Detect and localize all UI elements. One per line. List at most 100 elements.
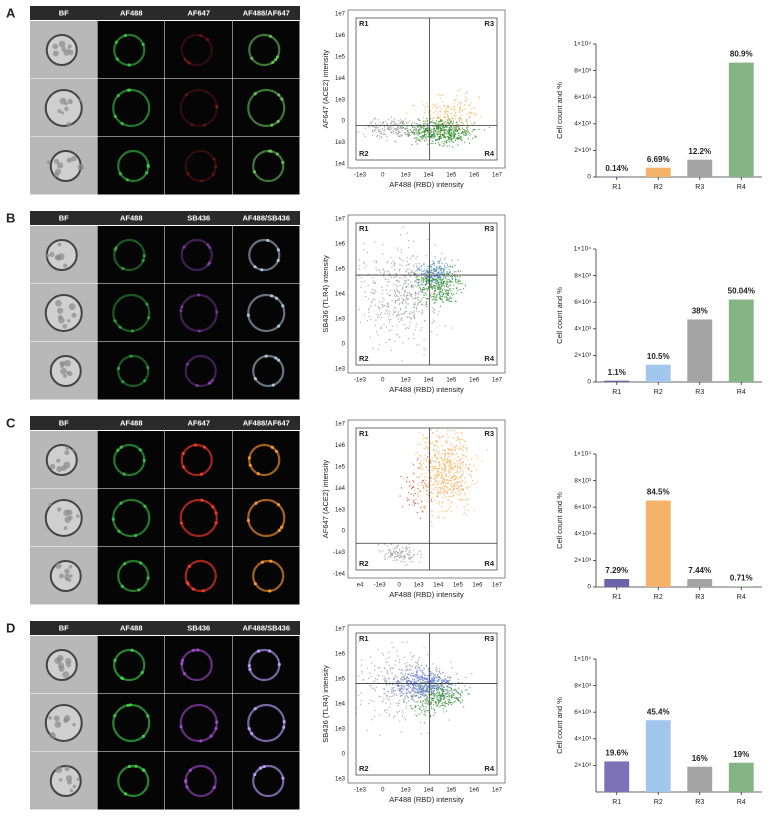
cloud-point xyxy=(418,561,421,564)
cloud-point xyxy=(434,677,436,679)
cloud-point xyxy=(363,242,365,245)
cloud-point xyxy=(372,293,375,295)
cloud-point xyxy=(387,302,390,304)
cloud-point xyxy=(441,445,444,447)
cloud-point xyxy=(420,464,422,467)
cloud-point xyxy=(416,139,418,141)
cloud-point xyxy=(441,679,443,681)
cloud-point xyxy=(398,321,400,323)
cloud-point xyxy=(416,277,418,279)
cloud-point xyxy=(399,268,401,270)
cloud-point xyxy=(427,703,429,705)
cloud-point xyxy=(387,293,389,295)
cloud-point xyxy=(386,284,389,287)
cloud-point xyxy=(413,692,416,694)
cloud-point xyxy=(425,466,428,468)
cloud-point xyxy=(453,701,455,703)
cloud-point xyxy=(456,437,459,440)
cloud-point xyxy=(475,112,477,115)
cloud-point xyxy=(412,311,414,314)
cloud-point xyxy=(448,118,451,120)
y-tick-label: 1e6 xyxy=(335,652,346,658)
cloud-point xyxy=(423,488,425,490)
cell-spot xyxy=(281,776,285,780)
cloud-point xyxy=(433,695,435,698)
y-tick-label: 0 xyxy=(587,379,591,386)
cloud-point xyxy=(406,476,409,479)
cloud-point xyxy=(465,676,467,679)
cloud-point xyxy=(414,329,416,331)
cloud-point xyxy=(393,263,395,266)
cloud-point xyxy=(425,277,427,279)
cloud-point xyxy=(457,259,459,261)
cloud-point xyxy=(456,691,458,693)
cloud-point xyxy=(431,276,433,278)
cloud-point xyxy=(378,130,381,133)
cell-texture xyxy=(48,715,53,720)
cloud-point xyxy=(414,661,416,663)
cloud-point xyxy=(453,697,456,699)
cloud-point xyxy=(448,281,451,283)
cell-spot xyxy=(118,325,122,329)
cloud-point xyxy=(459,135,461,138)
cloud-point xyxy=(415,498,417,501)
cloud-point xyxy=(431,288,434,290)
cloud-point xyxy=(416,511,419,514)
cloud-point xyxy=(463,446,465,448)
cloud-point xyxy=(441,681,443,684)
cloud-point xyxy=(367,677,370,680)
cloud-point xyxy=(417,686,420,688)
image-cell xyxy=(232,137,300,195)
cloud-point xyxy=(453,271,455,273)
cloud-point xyxy=(457,90,459,92)
cloud-point xyxy=(425,472,427,475)
cloud-point xyxy=(465,486,467,489)
cloud-point xyxy=(430,692,432,694)
cloud-point xyxy=(423,686,426,688)
cloud-point xyxy=(417,488,419,490)
cloud-point xyxy=(398,291,401,293)
cloud-point xyxy=(433,302,435,304)
cloud-point xyxy=(426,678,429,680)
cell-texture xyxy=(67,44,72,49)
cloud-point xyxy=(452,134,454,136)
cloud-point xyxy=(441,435,444,437)
image-header: SB436 xyxy=(187,623,210,632)
cloud-point xyxy=(452,479,455,481)
cloud-point xyxy=(430,699,433,701)
cloud-point xyxy=(435,479,437,481)
cloud-point xyxy=(406,303,408,305)
cloud-point xyxy=(441,702,443,705)
cloud-point xyxy=(438,467,441,470)
cloud-point xyxy=(419,119,421,122)
cloud-point xyxy=(403,291,406,293)
cloud-point xyxy=(447,447,449,450)
cloud-point xyxy=(397,289,399,292)
cloud-point xyxy=(398,302,401,305)
cloud-point xyxy=(441,283,443,285)
cell-spot xyxy=(274,296,279,300)
cloud-point xyxy=(384,692,386,695)
cloud-point xyxy=(430,702,433,704)
cloud-point xyxy=(418,687,421,690)
cloud-point xyxy=(455,439,458,442)
cloud-point xyxy=(404,673,407,675)
cloud-point xyxy=(426,685,428,687)
cloud-point xyxy=(433,105,436,107)
cloud-point xyxy=(401,287,404,289)
cloud-point xyxy=(398,257,401,259)
cloud-point xyxy=(467,509,470,512)
cloud-point xyxy=(403,478,405,480)
cell-spot xyxy=(258,766,263,770)
cloud-point xyxy=(421,282,423,284)
cloud-point xyxy=(438,694,440,697)
cloud-point xyxy=(429,462,432,464)
cell-texture xyxy=(56,458,61,463)
cloud-point xyxy=(412,656,415,658)
cloud-point xyxy=(464,440,467,443)
cloud-point xyxy=(396,133,398,136)
cloud-point xyxy=(385,702,387,704)
x-tick-label: 1e4 xyxy=(423,788,434,794)
cloud-point xyxy=(398,119,400,122)
cloud-point xyxy=(384,558,387,561)
